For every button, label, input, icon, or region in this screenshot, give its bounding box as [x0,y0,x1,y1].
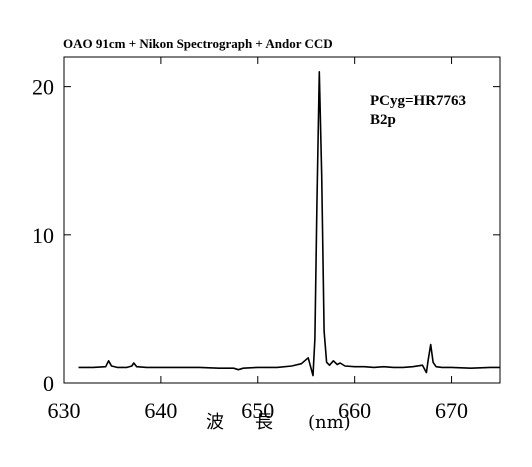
y-axis: 0 10 20 [32,75,500,396]
x-tick-label: 640 [144,398,177,423]
x-tick-label: 670 [435,398,468,423]
spectrum-line [78,71,500,377]
x-tick-label: 650 [241,398,274,423]
x-axis-label-part-1: 波 [206,412,224,433]
x-axis: 630 640 650 660 670 [48,57,468,423]
y-tick-label: 20 [32,75,54,100]
chart-title: OAO 91cm + Nikon Spectrograph + Andor CC… [63,36,333,51]
y-tick-label: 10 [32,223,54,248]
plot-frame [63,56,501,384]
star-name-annotation: PCyg=HR7763 [370,93,466,109]
spectral-type-annotation: B2p [370,112,396,128]
y-tick-label: 0 [43,371,54,396]
x-tick-label: 660 [338,398,371,423]
x-tick-label: 630 [48,398,81,423]
x-axis-label-part-2: 長 [255,412,273,433]
x-axis-label-unit: (nm) [308,412,351,433]
